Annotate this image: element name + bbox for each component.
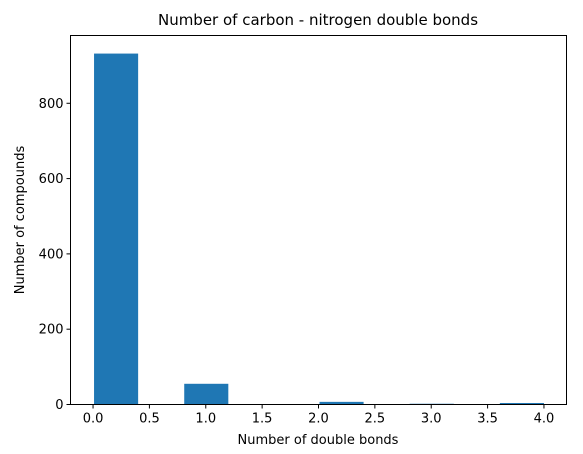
x-tick-label: 2.5 <box>365 412 386 427</box>
x-axis-ticks: 0.0 0.5 1.0 1.5 2.0 2.5 3.0 3.5 4.0 <box>83 404 555 427</box>
plot-frame <box>70 35 567 405</box>
x-axis-label: Number of double bonds <box>238 433 399 448</box>
x-tick-label: 0.5 <box>139 412 160 427</box>
y-axis-label: Number of compounds <box>13 146 28 295</box>
x-tick-label: 3.0 <box>421 412 442 427</box>
x-tick-label: 4.0 <box>534 412 555 427</box>
y-axis-ticks: 0 200 400 600 800 <box>39 97 71 413</box>
x-tick-label: 1.0 <box>195 412 216 427</box>
x-tick-label: 3.5 <box>477 412 498 427</box>
y-tick-label: 400 <box>39 247 64 262</box>
y-tick-label: 200 <box>39 323 64 338</box>
x-tick-label: 0.0 <box>83 412 104 427</box>
x-tick-label: 2.0 <box>308 412 329 427</box>
histogram-bar-9 <box>499 402 544 405</box>
chart-title: Number of carbon - nitrogen double bonds <box>158 11 478 29</box>
x-tick-label: 1.5 <box>252 412 273 427</box>
y-tick-label: 0 <box>55 398 63 413</box>
histogram-bar-5 <box>319 401 364 405</box>
histogram-bar-2 <box>184 383 229 405</box>
histogram-bar-0 <box>94 53 139 405</box>
y-tick-label: 800 <box>39 97 64 112</box>
y-tick-label: 600 <box>39 172 64 187</box>
